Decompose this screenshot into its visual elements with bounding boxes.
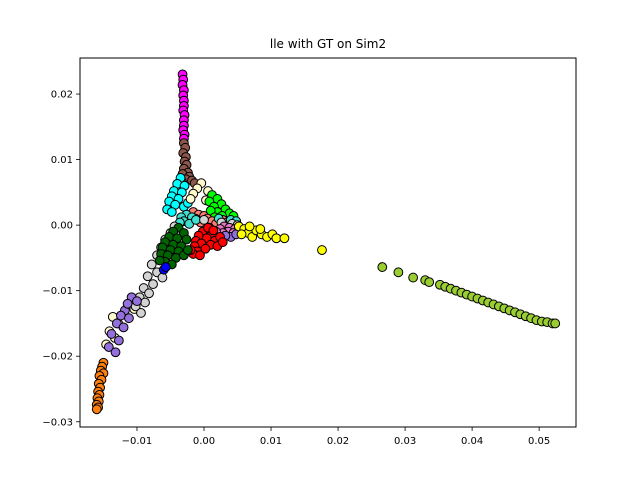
scatter-point [244,221,255,232]
scatter-point [146,259,157,270]
chart-title: lle with GT on Sim2 [270,37,386,51]
scatter-point [279,233,290,244]
scatter-point [255,224,266,234]
scatter-point [377,262,388,272]
scatter-point [157,272,168,283]
axes-frame [79,57,577,428]
x-tick-label: −0.01 [122,436,153,447]
y-tick-label: −0.03 [42,417,73,428]
scatter-point [140,297,150,308]
scatter-point [113,335,124,346]
scatter-point [185,194,196,204]
scatter-point [199,214,209,225]
scatter-point [271,233,282,244]
scatter-point [91,404,102,415]
scatter-point [154,255,165,266]
scatter-point [217,237,228,248]
scatter-point [124,313,134,324]
scatter-point [166,207,177,217]
scatter-point [132,296,142,307]
x-axis-ticks: −0.01 0.00 0.01 0.02 0.03 0.04 0.05 [122,427,550,447]
y-tick-label: −0.01 [42,286,73,297]
scatter-point [424,277,435,288]
x-tick-label: 0.00 [193,436,215,447]
scatter-point [144,288,154,299]
x-tick-label: 0.04 [461,436,483,447]
scatter-point [142,271,153,282]
x-tick-label: 0.02 [327,436,349,447]
scatter-point [122,298,133,309]
scatter-point [181,234,192,245]
scatter-point [393,267,404,278]
y-tick-label: 0.00 [51,221,73,232]
scatter-point [208,225,219,236]
x-tick-label: 0.05 [528,436,550,447]
y-axis-ticks: −0.03 −0.02 −0.01 0.00 0.01 0.02 [42,90,80,428]
scatter-point [160,262,171,272]
scatter-point [191,214,201,225]
scatter-point [408,272,419,283]
scatter-point [195,250,205,261]
scatter-point [317,245,327,255]
scatter-point [183,245,193,255]
scatter-point [236,229,247,240]
scatter-point [106,329,117,339]
x-tick-label: 0.03 [394,436,416,447]
y-tick-label: 0.01 [51,155,73,166]
scatter-point [148,279,158,290]
scatter-point [103,342,114,352]
scatter-point [550,318,561,329]
y-tick-label: −0.02 [42,352,73,363]
scatter-points [91,69,561,415]
x-tick-label: 0.01 [260,436,282,447]
scatter-point [110,347,121,358]
y-tick-label: 0.02 [51,90,73,101]
scatter-point [136,308,146,318]
scatter-point [118,322,129,333]
